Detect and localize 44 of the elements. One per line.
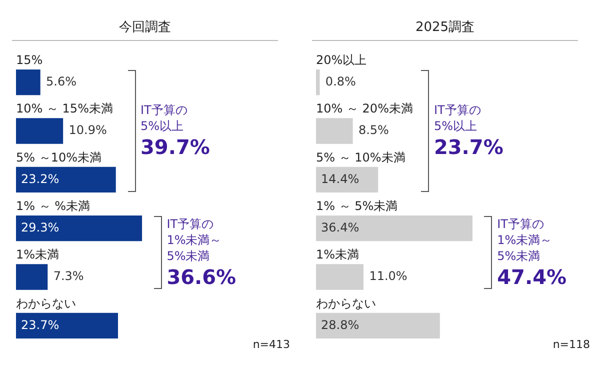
bar bbox=[316, 166, 378, 192]
y-tick-label: 1%未満 bbox=[316, 248, 360, 262]
bar bbox=[16, 70, 40, 96]
data-label: 36.4% bbox=[321, 220, 360, 234]
text: n=118 bbox=[552, 338, 590, 351]
bar bbox=[16, 118, 64, 144]
data-label: 0.8% bbox=[325, 74, 356, 88]
data-label: 29.3% bbox=[21, 220, 60, 234]
bar bbox=[16, 166, 116, 192]
y-tick-label: 10% ～ 20%未満 bbox=[316, 102, 413, 116]
data-label: 28.8% bbox=[321, 318, 360, 332]
y-tick-label: 15% bbox=[16, 52, 43, 67]
y-tick-label: 1% ～ 5%未満 bbox=[316, 198, 398, 213]
bar bbox=[16, 216, 142, 242]
data-label: 8.5% bbox=[358, 123, 389, 138]
bar bbox=[316, 118, 353, 144]
y-tick-label: 5% ～10%未満 bbox=[16, 150, 102, 164]
data-label: 7.3% bbox=[53, 269, 84, 284]
y-tick-label: 1% ～ %未満 bbox=[16, 198, 90, 213]
data-label: 23.7% bbox=[21, 318, 60, 332]
data-label: 23.2% bbox=[21, 172, 60, 186]
data-label: 11.0% bbox=[369, 269, 408, 284]
data-label: 10.9% bbox=[68, 123, 107, 138]
bar bbox=[316, 216, 472, 242]
bar bbox=[16, 312, 118, 338]
data-label: 14.4% bbox=[321, 172, 360, 186]
chart-title: 2025調査 bbox=[414, 19, 476, 36]
text: IT予算の 1%未満～ 5%未満 47.4% bbox=[497, 216, 567, 290]
annotation: IT予算の 5%以上 39.7% bbox=[140, 102, 210, 160]
bar bbox=[316, 70, 320, 96]
data-label: 5.6% bbox=[46, 74, 77, 88]
y-tick-label: わからない bbox=[316, 296, 376, 310]
text: IT予算の 1%未満～ 5%未満 36.6% bbox=[166, 216, 236, 290]
y-tick-label: 10% ～ 15%未満 bbox=[16, 102, 113, 116]
chart-title: 今回調査 bbox=[118, 19, 172, 36]
y-tick-label: 5% ～ 10%未満 bbox=[316, 150, 406, 164]
bar bbox=[316, 312, 440, 338]
y-tick-label: わからない bbox=[16, 296, 76, 310]
y-tick-label: 1%未満 bbox=[16, 248, 60, 262]
y-tick-label: 20%以上 bbox=[316, 52, 367, 67]
text: n=413 bbox=[252, 338, 290, 351]
annotation: IT予算の 5%以上 23.7% bbox=[434, 102, 504, 160]
bar bbox=[316, 264, 364, 290]
bar bbox=[16, 264, 48, 290]
